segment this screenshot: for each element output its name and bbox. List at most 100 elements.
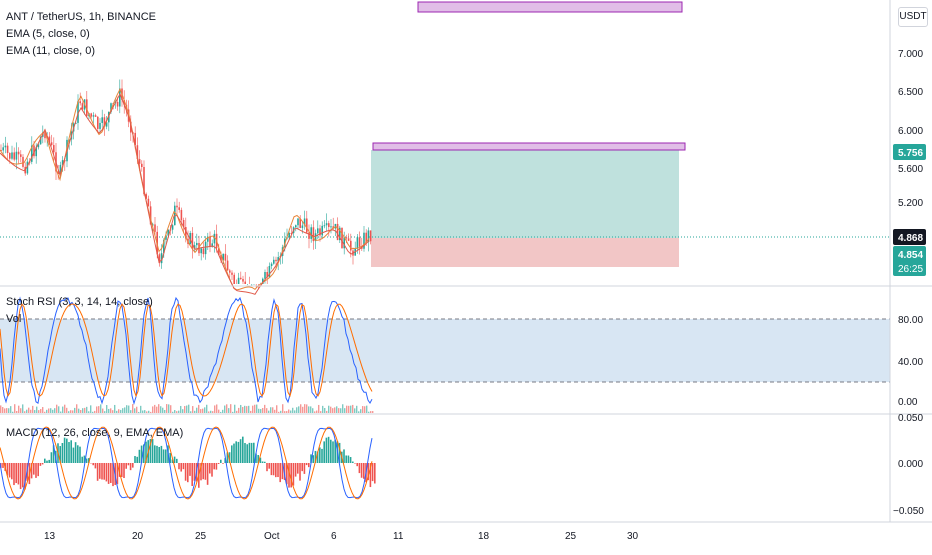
volume-bar — [168, 404, 169, 413]
volume-bar — [118, 409, 119, 413]
currency-selector[interactable]: USDT — [898, 7, 928, 27]
volume-bar — [162, 408, 163, 413]
volume-bar — [44, 412, 45, 413]
volume-bar — [24, 411, 25, 413]
macd-histogram-bar — [374, 463, 376, 483]
price-tick: 7.000 — [898, 49, 923, 60]
price-axis[interactable]: 7.000 6.500 6.000 5.600 5.200 5.756 4.86… — [893, 49, 926, 276]
macd-tick: 0.050 — [898, 413, 923, 424]
volume-bar — [60, 412, 61, 413]
long-position-loss-zone[interactable] — [371, 238, 679, 267]
macd-histogram-bar — [213, 463, 215, 469]
macd-histogram-bar — [68, 442, 70, 463]
volume-bar — [330, 407, 331, 413]
macd-axis[interactable]: 0.050 0.000 −0.050 — [893, 413, 924, 517]
macd-histogram-bar — [253, 443, 255, 463]
macd-tick: 0.000 — [898, 459, 923, 470]
macd-histogram-bar — [216, 463, 218, 470]
macd-histogram-bar — [350, 457, 352, 463]
volume-bar — [146, 411, 147, 413]
volume-bar — [138, 412, 139, 413]
candle-body — [271, 264, 273, 266]
candle-body — [18, 152, 20, 155]
candle-body — [346, 237, 348, 238]
macd-histogram-bar — [13, 463, 15, 485]
time-tick: 18 — [478, 531, 490, 542]
ema-fast-line — [0, 89, 369, 290]
volume-bar — [20, 408, 21, 413]
candle-body — [326, 223, 328, 225]
price-tick: 6.000 — [898, 126, 923, 137]
macd-histogram-bar — [359, 463, 361, 473]
volume-bar — [292, 408, 293, 413]
volume-bar — [26, 410, 27, 413]
volume-bar — [246, 406, 247, 413]
volume-bar — [300, 404, 301, 413]
time-axis[interactable]: 13 20 25 Oct 6 11 18 25 30 — [44, 531, 639, 542]
volume-bar — [54, 408, 55, 413]
volume-bar — [0, 405, 1, 413]
volume-bar — [318, 405, 319, 413]
volume-bar — [274, 410, 275, 413]
volume-bar — [12, 412, 13, 413]
macd-histogram-bar — [110, 463, 112, 483]
macd-legend[interactable]: MACD (12, 26, close, 9, EMA, EMA) — [6, 425, 183, 442]
volume-bar — [112, 410, 113, 413]
ema-fast-legend[interactable]: EMA (5, close, 0) — [6, 26, 156, 43]
long-position-profit-zone[interactable] — [371, 150, 679, 238]
time-tick: 30 — [627, 531, 639, 542]
macd-histogram-bar — [79, 447, 81, 463]
candle-body — [5, 146, 7, 148]
macd-histogram-bar — [101, 463, 103, 480]
volume-bar — [288, 409, 289, 413]
macd-histogram-bar — [11, 463, 13, 479]
volume-bar — [290, 411, 291, 413]
symbol-legend[interactable]: ANT / TetherUS, 1h, BINANCE EMA (5, clos… — [6, 9, 156, 60]
candle-body — [90, 113, 92, 116]
time-tick: Oct — [264, 531, 280, 542]
volume-bar — [10, 406, 11, 413]
candle-body — [328, 223, 330, 227]
candle-body — [53, 145, 55, 152]
volume-bar — [188, 405, 189, 413]
stoch-legend[interactable]: Stoch RSI (3, 3, 14, 14, close) Vol — [6, 294, 153, 328]
volume-bar — [102, 409, 103, 413]
candle-body — [330, 226, 332, 227]
macd-histogram-bar — [328, 437, 330, 463]
macd-histogram-bar — [266, 463, 268, 471]
volume-bar — [218, 410, 219, 413]
stoch-tick: 40.00 — [898, 357, 923, 368]
macd-histogram-bar — [319, 447, 321, 463]
volume-bar — [280, 411, 281, 413]
volume-bar — [250, 411, 251, 413]
macd-histogram-bar — [20, 463, 22, 489]
volume-bar — [346, 406, 347, 413]
volume-bar — [336, 406, 337, 413]
macd-histogram-bar — [301, 463, 303, 471]
volume-bar — [240, 405, 241, 413]
candle-body — [227, 261, 229, 271]
macd-histogram-bar — [128, 463, 130, 465]
volume-bar — [362, 406, 363, 413]
stoch-axis[interactable]: 80.00 40.00 0.00 — [898, 315, 923, 408]
macd-histogram-bar — [136, 457, 138, 463]
volume-bar — [210, 411, 211, 413]
volume-bar — [6, 408, 7, 413]
macd-histogram-bar — [123, 463, 125, 478]
candle-body — [181, 210, 183, 220]
volume-bar — [272, 407, 273, 413]
macd-histogram-bar — [293, 463, 295, 486]
rectangle-drawing-target[interactable] — [373, 143, 685, 150]
volume-bar — [164, 410, 165, 413]
volume-bar — [228, 408, 229, 413]
candle-body — [244, 282, 246, 284]
macd-histogram-bar — [108, 463, 110, 484]
time-tick: 6 — [331, 531, 337, 542]
rectangle-drawing-top[interactable] — [418, 2, 682, 12]
candle-body — [370, 230, 372, 241]
ema-slow-legend[interactable]: EMA (11, close, 0) — [6, 43, 156, 60]
candle-body — [176, 206, 178, 208]
macd-histogram-bar — [46, 461, 48, 463]
